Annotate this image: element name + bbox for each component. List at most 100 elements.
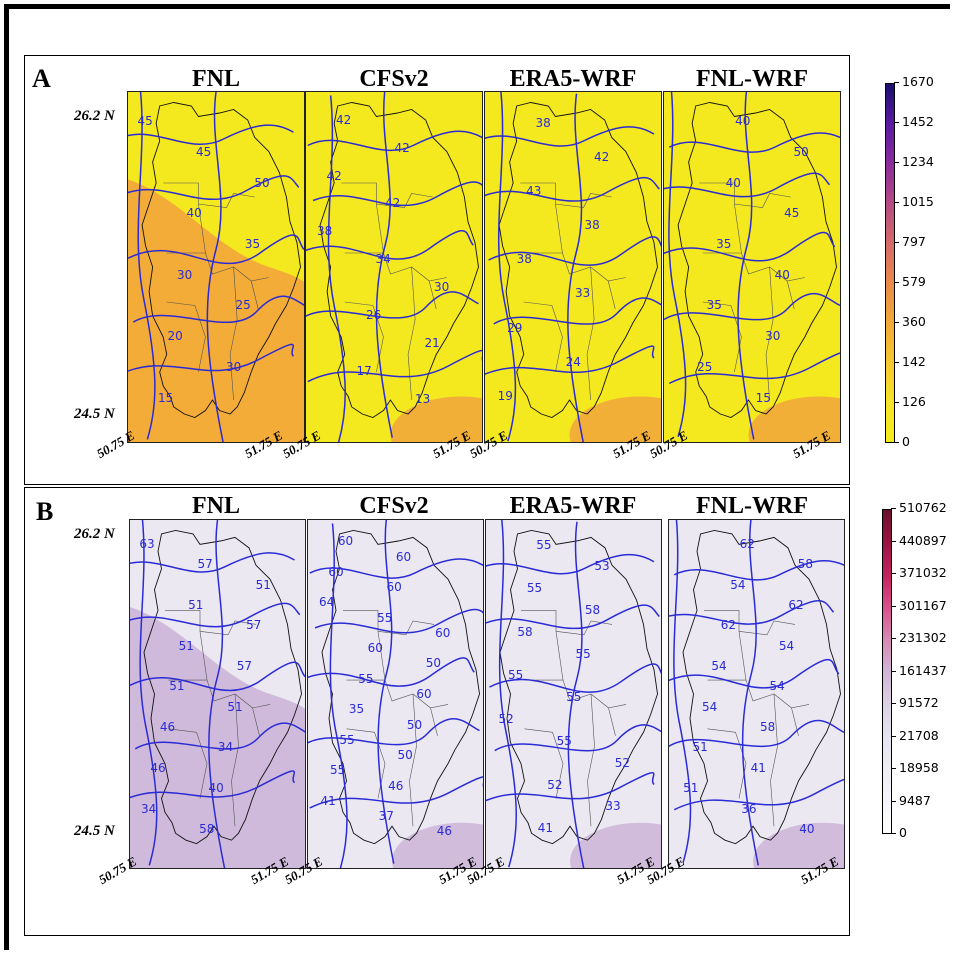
admin-border bbox=[525, 680, 627, 708]
contour-line bbox=[495, 725, 661, 751]
contour-label: 58 bbox=[797, 557, 814, 572]
map-canvas bbox=[485, 92, 661, 442]
contour-label: 54 bbox=[730, 577, 746, 592]
colorbar-tick-label: 371032 bbox=[891, 565, 947, 580]
contour-label: 63 bbox=[139, 536, 155, 551]
coastline bbox=[499, 103, 657, 418]
contour-line bbox=[499, 92, 516, 441]
contour-label: 40 bbox=[774, 267, 790, 282]
contour-line bbox=[310, 777, 483, 808]
panel-b-map-fnl-wrf: 62 58 54 62 62 54 54 54 54 58 51 41 51 36 40 bbox=[668, 519, 845, 869]
contour-line bbox=[738, 92, 754, 439]
contour-label: 62 bbox=[739, 536, 755, 551]
contour-label: 29 bbox=[507, 320, 523, 335]
contour-label: 52 bbox=[547, 777, 563, 792]
admin-border bbox=[587, 267, 594, 400]
contour-line bbox=[568, 522, 584, 868]
contour-label: 40 bbox=[208, 781, 224, 796]
contour-label: 55 bbox=[575, 646, 591, 661]
panel-b-title-cfsv2: CFSv2 bbox=[359, 493, 429, 519]
contour-line bbox=[329, 96, 346, 443]
panel-a-title-cfsv2: CFSv2 bbox=[359, 66, 429, 92]
contour-label: 46 bbox=[436, 824, 453, 839]
admin-border bbox=[771, 694, 778, 826]
contour-label: 50 bbox=[254, 175, 270, 190]
admin-border bbox=[200, 631, 207, 680]
contour-label: 35 bbox=[716, 236, 732, 251]
contour-label: 35 bbox=[244, 236, 261, 251]
contour-line bbox=[306, 231, 473, 259]
contour-label: 58 bbox=[584, 603, 601, 617]
colorbar-tick-label: 1015 bbox=[894, 194, 934, 209]
contour-line bbox=[486, 773, 654, 804]
contour-line bbox=[308, 351, 482, 382]
contour-label: 50 bbox=[397, 748, 413, 763]
contour-line bbox=[485, 346, 654, 377]
contour-label: 51 bbox=[178, 638, 194, 653]
contour-label: 54 bbox=[778, 638, 795, 653]
contour-label: 38 bbox=[535, 115, 551, 130]
admin-border bbox=[232, 694, 239, 826]
admin-border bbox=[739, 631, 746, 680]
contour-line bbox=[130, 662, 305, 690]
contour-label: 34 bbox=[217, 740, 234, 755]
admin-border bbox=[198, 204, 205, 253]
contour-label: 13 bbox=[415, 391, 431, 406]
colorbar-tick-label: 301167 bbox=[891, 597, 947, 613]
panel-a-map-fnl: 45 45 50 40 35 30 25 20 30 15 bbox=[127, 91, 305, 443]
coastline bbox=[322, 530, 480, 843]
panel-a-map-cfsv2: 42 42 42 42 38 34 30 26 21 17 13 bbox=[305, 91, 483, 443]
contour-line bbox=[490, 664, 662, 692]
admin-border bbox=[734, 204, 741, 253]
contour-label: 60 bbox=[416, 686, 432, 701]
contour-line bbox=[133, 296, 304, 322]
panel-a-title-fnl: FNL bbox=[192, 66, 240, 92]
contour-label: 30 bbox=[176, 267, 193, 282]
panel-b-title-era5-wrf: ERA5-WRF bbox=[509, 493, 637, 519]
panel-b-title-fnl: FNL bbox=[192, 493, 240, 519]
contour-label: 38 bbox=[317, 224, 333, 239]
map-fill-region bbox=[130, 607, 305, 868]
contour-label: 53 bbox=[594, 559, 610, 574]
contour-label: 42 bbox=[394, 140, 410, 155]
contour-line bbox=[308, 658, 474, 686]
contour-label: 55 bbox=[526, 581, 543, 596]
contour-line bbox=[743, 520, 759, 865]
colorbar-tick-label: 1452 bbox=[894, 114, 934, 129]
contour-label: 41 bbox=[750, 760, 766, 775]
map-fill-region bbox=[748, 396, 840, 442]
contour-label: 33 bbox=[575, 286, 591, 301]
contour-label: 35 bbox=[348, 702, 365, 717]
panel-b-map-fnl: 63 57 51 51 57 51 57 51 51 46 34 46 40 34 58 bbox=[129, 519, 306, 869]
map-fill-region bbox=[753, 822, 844, 868]
contour-label: 55 bbox=[536, 537, 552, 552]
contour-line bbox=[128, 344, 293, 375]
contour-line bbox=[130, 603, 300, 626]
contour-label: 40 bbox=[735, 114, 751, 129]
admin-border bbox=[708, 680, 810, 708]
contour-line bbox=[308, 131, 482, 150]
panel-a-letter: A bbox=[32, 64, 51, 93]
contour-label: 51 bbox=[683, 781, 699, 796]
colorbar-tick-label: 579 bbox=[894, 274, 926, 289]
admin-border bbox=[608, 281, 615, 309]
contour-line bbox=[669, 601, 834, 624]
admin-border bbox=[703, 253, 805, 281]
contour-label: 30 bbox=[225, 359, 242, 374]
contour-label: 60 bbox=[435, 625, 451, 640]
contour-line bbox=[485, 178, 659, 201]
contour-label: 55 bbox=[556, 733, 572, 748]
contour-line bbox=[128, 176, 299, 199]
contour-line bbox=[315, 609, 483, 632]
contour-label: 50 bbox=[406, 717, 423, 732]
contour-line bbox=[669, 133, 840, 152]
admin-border bbox=[167, 253, 269, 281]
contour-label: 24 bbox=[565, 354, 581, 369]
contour-label: 38 bbox=[516, 252, 532, 267]
contour-line bbox=[135, 723, 305, 749]
coastline bbox=[683, 530, 841, 843]
contour-label: 40 bbox=[725, 175, 741, 190]
admin-border bbox=[163, 183, 255, 208]
contour-line bbox=[486, 605, 659, 628]
panel-a-title-fnl-wrf: FNL-WRF bbox=[696, 66, 808, 92]
